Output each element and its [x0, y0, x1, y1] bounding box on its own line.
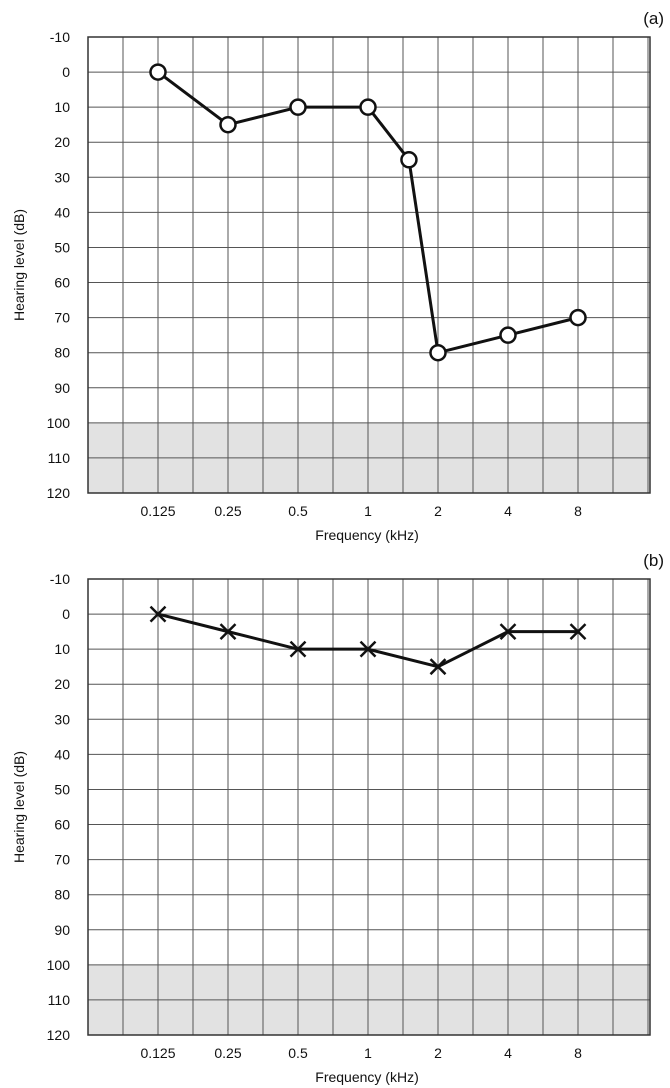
x-tick-label: 8 [574, 1045, 582, 1061]
x-axis-label: Frequency (kHz) [315, 1069, 418, 1085]
y-tick-label: 100 [47, 957, 71, 973]
y-tick-label: 80 [54, 345, 70, 361]
y-tick-label: 110 [48, 450, 71, 466]
x-tick-label: 0.125 [140, 1045, 175, 1061]
data-point-x-stroke [359, 640, 377, 658]
y-tick-label: 10 [54, 99, 70, 115]
y-tick-label: 30 [54, 711, 70, 727]
y-tick-label: -10 [50, 571, 70, 587]
data-point-x-stroke [499, 623, 517, 640]
data-point-x [359, 640, 377, 658]
y-tick-label: 100 [47, 415, 71, 431]
y-axis-label: Hearing level (dB) [11, 751, 27, 863]
data-point-x [149, 605, 167, 623]
x-tick-label: 0.25 [214, 503, 241, 519]
x-tick-label: 8 [574, 503, 582, 519]
panel-label: (b) [643, 551, 664, 570]
data-point-x [569, 623, 587, 640]
data-point-x [499, 623, 517, 640]
y-tick-label: 40 [54, 746, 70, 762]
plot-frame [87, 578, 651, 1036]
y-axis-label: Hearing level (dB) [11, 209, 27, 321]
x-tick-label: 2 [434, 503, 442, 519]
y-tick-label: 30 [54, 169, 70, 185]
y-tick-label: 90 [54, 380, 70, 396]
x-tick-label: 0.5 [288, 1045, 308, 1061]
y-tick-label: 120 [47, 485, 71, 501]
y-tick-label: 120 [47, 1027, 71, 1043]
data-point-circle [569, 308, 587, 327]
y-tick-label: 50 [54, 239, 70, 255]
panel-label: (a) [643, 9, 664, 28]
y-tick-label: 0 [62, 64, 70, 80]
data-point-circle [149, 63, 167, 81]
x-tick-label: 2 [434, 1045, 442, 1061]
plot-frame [87, 36, 651, 494]
x-tick-label: 0.125 [140, 503, 175, 519]
audiogram-panel-a: -10 0 10 20 30 40 50 60 70 80 90 100 110 120 0.125 0.25… [11, 9, 664, 543]
x-tick-label: 1 [364, 503, 372, 519]
y-tick-label: 110 [48, 992, 71, 1008]
y-tick-label: 90 [54, 922, 70, 938]
data-point-circle [289, 98, 307, 116]
y-tick-label: 20 [54, 676, 70, 692]
data-point-circle [219, 115, 237, 134]
data-point-circle [400, 151, 418, 169]
data-point-circle [499, 326, 517, 344]
y-tick-label: 60 [54, 275, 70, 291]
data-point-circle [429, 343, 447, 362]
data-point-x-stroke [569, 623, 587, 640]
data-point-x [219, 623, 237, 640]
y-tick-label: 70 [54, 310, 70, 326]
data-point-x-stroke [219, 623, 237, 640]
data-point-x-stroke [149, 605, 167, 623]
x-tick-label: 0.5 [288, 503, 308, 519]
x-axis-label: Frequency (kHz) [315, 527, 418, 543]
data-point-circle [359, 98, 377, 116]
y-tick-label: 40 [54, 204, 70, 220]
y-tick-label: 80 [54, 887, 70, 903]
data-point-x [429, 658, 447, 676]
y-tick-label: -10 [50, 29, 70, 45]
y-tick-label: 70 [54, 852, 70, 868]
data-point-x-stroke [289, 640, 307, 658]
x-tick-label: 0.25 [214, 1045, 241, 1061]
x-tick-label: 4 [504, 503, 512, 519]
y-tick-label: 0 [62, 606, 70, 622]
audiogram-panel-b: -10 0 10 20 30 40 50 60 70 80 90 100 110 120 0.125 0.25… [11, 551, 664, 1085]
series-line [157, 70, 579, 355]
x-tick-label: 1 [364, 1045, 372, 1061]
data-point-x-stroke [429, 658, 447, 676]
y-tick-label: 10 [54, 641, 70, 657]
data-point-x [289, 640, 307, 658]
y-tick-label: 60 [54, 817, 70, 833]
y-tick-label: 20 [54, 134, 70, 150]
x-tick-label: 4 [504, 1045, 512, 1061]
y-tick-label: 50 [54, 781, 70, 797]
